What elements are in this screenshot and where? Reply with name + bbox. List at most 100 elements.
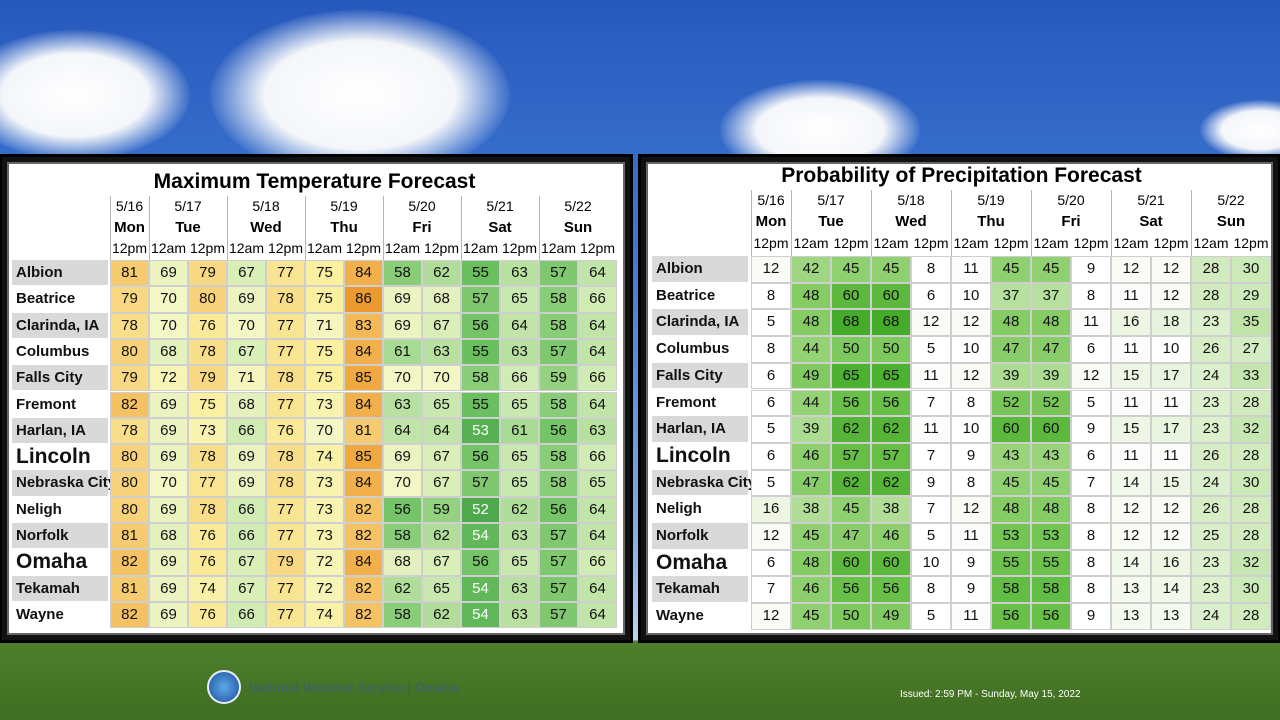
value-cell: 8 (1071, 576, 1111, 604)
row-label: Wayne (12, 601, 108, 628)
header-day: Tue (818, 213, 844, 230)
row-label: Wayne (652, 603, 748, 629)
value-cell: 14 (1111, 549, 1151, 577)
row-label: Neligh (652, 496, 748, 522)
value-cell: 60 (991, 416, 1031, 443)
value-cell: 66 (578, 365, 617, 392)
header-separator (1111, 190, 1112, 256)
value-cell: 79 (110, 286, 149, 313)
value-cell: 66 (578, 549, 617, 576)
value-cell: 29 (1231, 282, 1271, 310)
value-cell: 83 (344, 312, 383, 339)
value-cell: 15 (1111, 362, 1151, 390)
value-cell: 12 (1151, 282, 1191, 310)
value-cell: 11 (951, 603, 991, 630)
value-cell: 81 (344, 417, 383, 445)
value-cell: 23 (1191, 416, 1231, 443)
value-cell: 48 (791, 282, 831, 310)
value-cell: 69 (149, 417, 188, 445)
value-cell: 62 (871, 469, 911, 497)
value-cell: 58 (1031, 576, 1071, 604)
value-cell: 80 (188, 286, 227, 313)
value-cell: 45 (831, 496, 871, 523)
value-cell: 67 (227, 260, 266, 287)
header-day: Thu (330, 219, 358, 236)
value-cell: 77 (188, 470, 227, 497)
value-cell: 47 (991, 336, 1031, 363)
value-cell: 69 (149, 549, 188, 576)
value-cell: 82 (110, 549, 149, 576)
row-label: Columbus (652, 336, 748, 362)
value-cell: 65 (500, 549, 539, 576)
value-cell: 64 (578, 575, 617, 602)
value-cell: 73 (305, 470, 344, 497)
value-cell: 17 (1151, 362, 1191, 390)
value-cell: 78 (110, 312, 149, 339)
value-cell: 65 (500, 286, 539, 313)
header-date: 5/21 (486, 198, 514, 214)
value-cell: 57 (539, 260, 578, 287)
value-cell: 70 (149, 312, 188, 339)
value-cell: 10 (951, 282, 991, 310)
value-cell: 52 (461, 496, 500, 523)
value-cell: 58 (539, 312, 578, 339)
header-separator (227, 196, 228, 260)
header-date: 5/19 (977, 192, 1005, 208)
value-cell: 65 (871, 362, 911, 390)
value-cell: 12 (1071, 362, 1111, 390)
value-cell: 16 (1111, 309, 1151, 337)
cloud (0, 30, 190, 160)
value-cell: 63 (383, 391, 422, 418)
header-date: 5/20 (1057, 192, 1085, 208)
value-cell: 55 (991, 549, 1031, 577)
header-time: 12pm (833, 235, 869, 251)
header-day: Wed (895, 213, 927, 230)
value-cell: 57 (539, 338, 578, 366)
value-cell: 48 (791, 309, 831, 337)
value-cell: 6 (751, 549, 791, 577)
value-cell: 79 (110, 365, 149, 392)
row-label: Beatrice (12, 286, 108, 312)
value-cell: 64 (383, 417, 422, 445)
value-cell: 75 (305, 260, 344, 287)
value-cell: 6 (751, 389, 791, 417)
value-cell: 70 (422, 365, 461, 392)
value-cell: 64 (578, 338, 617, 366)
value-cell: 56 (871, 389, 911, 417)
header-time: 12am (1113, 235, 1149, 251)
value-cell: 69 (227, 444, 266, 471)
value-cell: 68 (227, 391, 266, 418)
row-label: Omaha (12, 549, 108, 575)
header-day: Sat (488, 219, 512, 236)
value-cell: 68 (871, 309, 911, 337)
value-cell: 68 (383, 549, 422, 576)
value-cell: 84 (344, 470, 383, 497)
value-cell: 65 (500, 391, 539, 418)
value-cell: 46 (871, 523, 911, 550)
header-time: 12pm (1233, 235, 1269, 251)
value-cell: 64 (578, 312, 617, 339)
value-cell: 73 (305, 523, 344, 550)
value-cell: 23 (1191, 309, 1231, 337)
value-cell: 71 (227, 365, 266, 392)
value-cell: 46 (791, 442, 831, 470)
value-cell: 69 (149, 260, 188, 287)
value-cell: 70 (227, 312, 266, 339)
header-date: 5/16 (757, 192, 785, 208)
header-separator (149, 196, 150, 260)
value-cell: 57 (461, 286, 500, 313)
value-cell: 63 (578, 417, 617, 445)
value-cell: 56 (991, 603, 1031, 630)
value-cell: 56 (461, 444, 500, 471)
value-cell: 9 (911, 469, 951, 497)
value-cell: 49 (871, 603, 911, 630)
header-day: Mon (755, 213, 787, 230)
value-cell: 71 (305, 312, 344, 339)
value-cell: 81 (110, 575, 149, 602)
value-cell: 74 (305, 444, 344, 471)
value-cell: 74 (305, 601, 344, 629)
value-cell: 59 (422, 496, 461, 523)
value-cell: 11 (1151, 389, 1191, 417)
value-cell: 64 (578, 260, 617, 287)
value-cell: 55 (461, 260, 500, 287)
